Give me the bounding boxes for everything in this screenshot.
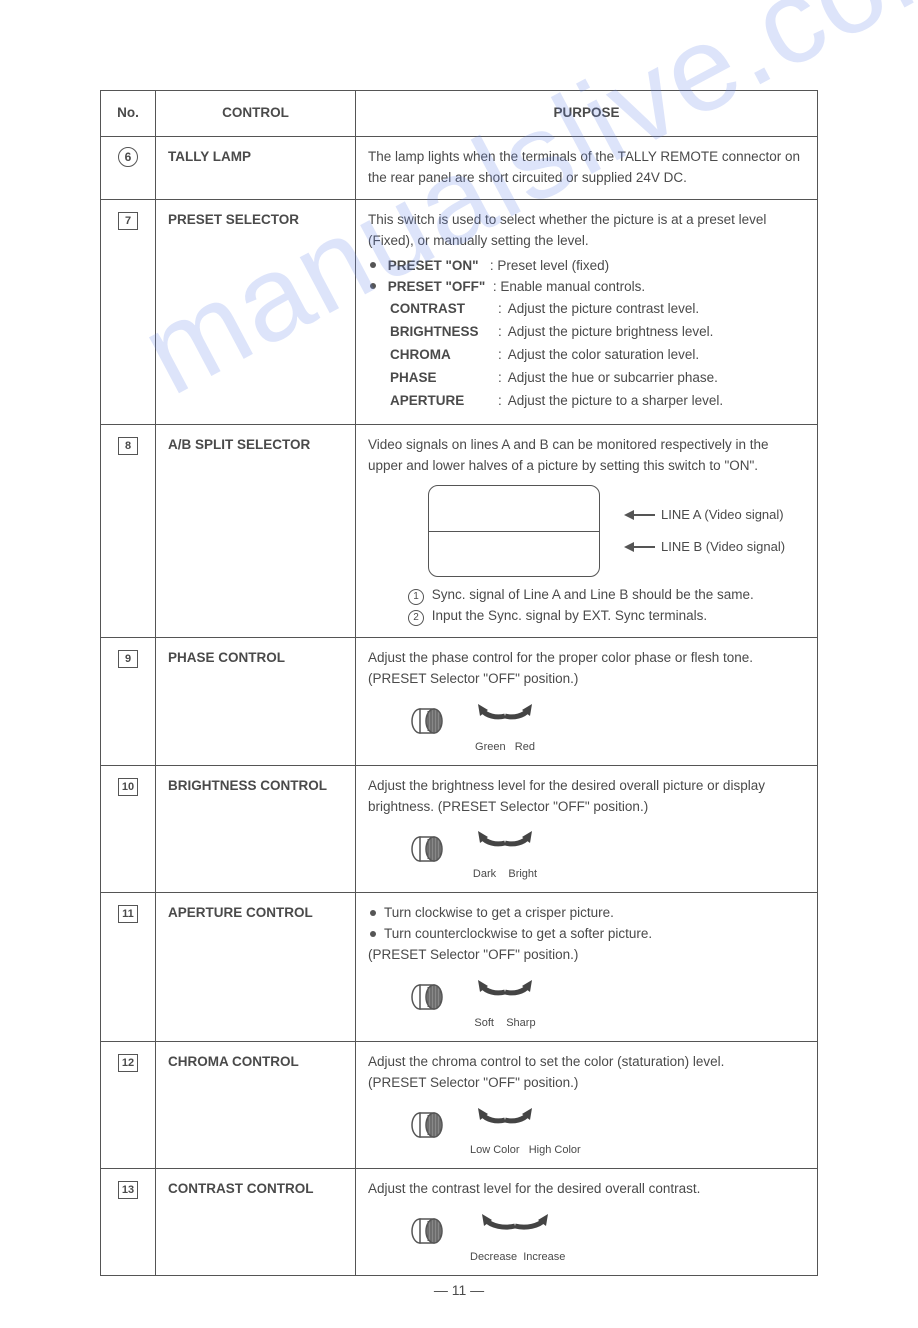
table-row: 6 TALLY LAMP The lamp lights when the te… — [101, 136, 818, 199]
bullet-text: Turn clockwise to get a crisper picture. — [384, 905, 614, 920]
knob-icon — [410, 1216, 452, 1253]
row-number: 7 — [118, 212, 138, 230]
def-term: PRESET "ON" — [388, 258, 479, 273]
rotation-arrows-icon: Low Color High Color — [470, 1100, 581, 1156]
bullet-icon — [370, 262, 376, 268]
note-number: 1 — [408, 589, 424, 605]
intro-text: This switch is used to select whether th… — [368, 210, 805, 252]
knob-label-left: Low Color — [470, 1144, 520, 1156]
purpose-cell: The lamp lights when the terminals of th… — [356, 136, 818, 199]
def-term: PHASE — [390, 368, 498, 389]
split-diagram — [428, 485, 600, 577]
rotation-arrows-icon: Soft Sharp — [470, 972, 540, 1029]
desc-text: Adjust the phase control for the proper … — [368, 648, 805, 669]
row-number: 11 — [118, 905, 138, 923]
desc-text: Adjust the chroma control to set the col… — [368, 1052, 805, 1073]
control-name: CONTRAST CONTROL — [156, 1169, 356, 1276]
desc-text: Adjust the brightness level for the desi… — [368, 776, 805, 818]
def-desc: Adjust the hue or subcarrier phase. — [508, 368, 718, 389]
rotation-arrows-icon: Green Red — [470, 696, 540, 753]
knob-label-right: Red — [515, 741, 535, 753]
purpose-cell: This switch is used to select whether th… — [356, 199, 818, 424]
sub-text: (PRESET Selector "OFF" position.) — [368, 1073, 805, 1094]
def-term: BRIGHTNESS — [390, 322, 498, 343]
line-b-label: LINE B (Video signal) — [661, 537, 785, 557]
intro-text: Video signals on lines A and B can be mo… — [368, 435, 805, 477]
header-no: No. — [101, 91, 156, 137]
purpose-cell: Turn clockwise to get a crisper picture.… — [356, 893, 818, 1042]
control-name: PRESET SELECTOR — [156, 199, 356, 424]
knob-icon — [410, 706, 452, 743]
page-number: — 11 — — [100, 1282, 818, 1298]
rotation-arrows-icon: Decrease Increase — [470, 1206, 565, 1263]
knob-icon — [410, 834, 452, 871]
bullet-icon — [370, 931, 376, 937]
table-row: 13 CONTRAST CONTROL Adjust the contrast … — [101, 1169, 818, 1276]
bullet-text: Turn counterclockwise to get a softer pi… — [384, 926, 652, 941]
control-name: A/B SPLIT SELECTOR — [156, 425, 356, 638]
purpose-cell: Adjust the phase control for the proper … — [356, 637, 818, 765]
row-number: 10 — [118, 778, 138, 796]
header-control: CONTROL — [156, 91, 356, 137]
table-header-row: No. CONTROL PURPOSE — [101, 91, 818, 137]
purpose-cell: Adjust the chroma control to set the col… — [356, 1042, 818, 1169]
def-desc: Adjust the color saturation level. — [508, 345, 699, 366]
control-name: APERTURE CONTROL — [156, 893, 356, 1042]
table-row: 8 A/B SPLIT SELECTOR Video signals on li… — [101, 425, 818, 638]
control-name: CHROMA CONTROL — [156, 1042, 356, 1169]
line-a-label: LINE A (Video signal) — [661, 505, 784, 525]
def-desc: Preset level (fixed) — [497, 258, 609, 273]
knob-label-right: High Color — [529, 1144, 581, 1156]
def-desc: Adjust the picture to a sharper level. — [508, 391, 723, 412]
def-term: PRESET "OFF" — [388, 279, 486, 294]
manual-page: No. CONTROL PURPOSE 6 TALLY LAMP The lam… — [0, 0, 918, 1328]
def-term: CHROMA — [390, 345, 498, 366]
def-desc: Adjust the picture contrast level. — [508, 299, 699, 320]
bullet-icon — [370, 283, 376, 289]
sub-text: (PRESET Selector "OFF" position.) — [368, 945, 805, 966]
row-number: 13 — [118, 1181, 138, 1199]
table-row: 7 PRESET SELECTOR This switch is used to… — [101, 199, 818, 424]
rotation-arrows-icon: Dark Bright — [470, 823, 540, 880]
def-term: APERTURE — [390, 391, 498, 412]
sub-text: (PRESET Selector "OFF" position.) — [368, 669, 805, 690]
purpose-cell: Adjust the brightness level for the desi… — [356, 765, 818, 893]
note-text: Sync. signal of Line A and Line B should… — [432, 587, 754, 602]
def-desc: Enable manual controls. — [500, 279, 645, 294]
table-row: 12 CHROMA CONTROL Adjust the chroma cont… — [101, 1042, 818, 1169]
row-number: 8 — [118, 437, 138, 455]
def-term: CONTRAST — [390, 299, 498, 320]
purpose-cell: Video signals on lines A and B can be mo… — [356, 425, 818, 638]
purpose-cell: Adjust the contrast level for the desire… — [356, 1169, 818, 1276]
desc-text: Adjust the contrast level for the desire… — [368, 1179, 805, 1200]
table-row: 11 APERTURE CONTROL Turn clockwise to ge… — [101, 893, 818, 1042]
controls-table: No. CONTROL PURPOSE 6 TALLY LAMP The lam… — [100, 90, 818, 1276]
control-name: TALLY LAMP — [156, 136, 356, 199]
control-name: BRIGHTNESS CONTROL — [156, 765, 356, 893]
table-row: 10 BRIGHTNESS CONTROL Adjust the brightn… — [101, 765, 818, 893]
row-number: 12 — [118, 1054, 138, 1072]
knob-label-left: Dark — [473, 868, 496, 880]
header-purpose: PURPOSE — [356, 91, 818, 137]
row-number: 9 — [118, 650, 138, 668]
knob-label-right: Sharp — [506, 1017, 535, 1029]
note-number: 2 — [408, 610, 424, 626]
knob-label-left: Decrease — [470, 1251, 517, 1263]
bullet-icon — [370, 910, 376, 916]
row-number: 6 — [118, 147, 138, 167]
knob-label-left: Green — [475, 741, 506, 753]
knob-label-right: Increase — [523, 1251, 565, 1263]
knob-label-left: Soft — [474, 1017, 494, 1029]
def-desc: Adjust the picture brightness level. — [508, 322, 714, 343]
note-text: Input the Sync. signal by EXT. Sync term… — [432, 608, 707, 623]
knob-icon — [410, 982, 452, 1019]
knob-icon — [410, 1110, 452, 1147]
control-name: PHASE CONTROL — [156, 637, 356, 765]
table-row: 9 PHASE CONTROL Adjust the phase control… — [101, 637, 818, 765]
knob-label-right: Bright — [508, 868, 537, 880]
